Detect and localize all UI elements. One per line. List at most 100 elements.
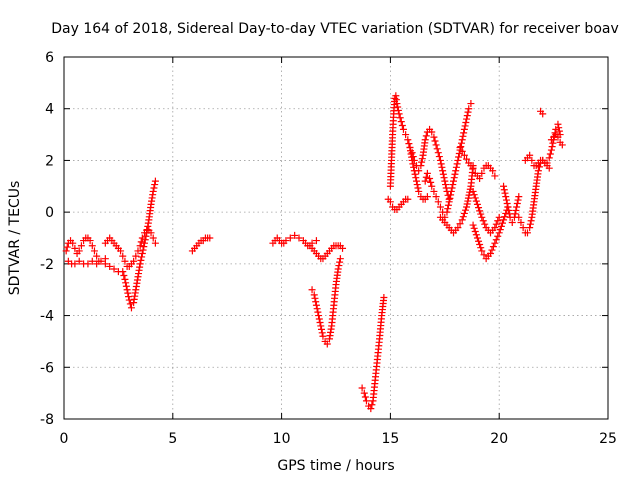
data-point [491, 239, 499, 247]
data-point [427, 178, 435, 186]
data-point [63, 243, 71, 251]
data-point [421, 177, 429, 185]
data-point [323, 340, 331, 348]
data-point [515, 213, 523, 221]
data-point [75, 247, 83, 255]
data-point [282, 237, 290, 245]
data-point [206, 234, 214, 242]
data-point [498, 219, 506, 227]
data-point [526, 220, 534, 228]
data-point [458, 216, 466, 224]
data-point [117, 247, 125, 255]
series-arc8 [358, 293, 388, 413]
data-point [295, 234, 303, 242]
data-point [122, 279, 130, 287]
data-point [437, 160, 445, 168]
data-point [517, 218, 525, 226]
data-point [142, 232, 150, 240]
data-point [512, 206, 520, 214]
tick-labels: 0 5 10 15 20 25 -8 -6 -4 -2 0 2 4 6 [40, 50, 617, 447]
x-tick-label: 0 [60, 431, 69, 447]
data-point [141, 236, 149, 244]
data-point [84, 260, 92, 268]
data-point [311, 294, 319, 302]
data-point [314, 308, 322, 316]
series-arc14 [456, 144, 499, 183]
data-point [478, 247, 486, 255]
data-point [464, 194, 472, 202]
x-tick-label: 10 [273, 431, 291, 447]
data-point [62, 247, 70, 255]
data-point [312, 298, 320, 306]
data-point [470, 224, 478, 232]
data-point [122, 282, 130, 290]
data-point [452, 163, 460, 171]
data-point [69, 239, 77, 247]
data-point [101, 260, 109, 268]
data-point [432, 193, 440, 201]
data-point [514, 196, 522, 204]
data-point [317, 325, 325, 333]
data-point [467, 100, 475, 108]
x-tick-label: 25 [599, 431, 617, 447]
series-arc20 [547, 131, 566, 149]
series-arc12 [421, 100, 475, 221]
data-point [558, 141, 566, 149]
data-point [481, 220, 489, 228]
data-point [494, 217, 502, 225]
data-point [523, 229, 531, 237]
data-point [393, 100, 401, 108]
data-point [139, 246, 147, 254]
x-tick-label: 20 [490, 431, 508, 447]
data-point [428, 182, 436, 190]
data-point [414, 184, 422, 192]
x-tick-label: 5 [168, 431, 177, 447]
data-point [442, 181, 450, 189]
data-point [478, 169, 486, 177]
data-point [435, 153, 443, 161]
data-point [439, 167, 447, 175]
data-point [495, 213, 503, 221]
data-point [286, 234, 294, 242]
data-point [126, 300, 134, 308]
data-point [360, 389, 368, 397]
data-point [480, 251, 488, 259]
data-point [470, 191, 478, 199]
y-tick-label: 4 [45, 102, 54, 118]
data-point [90, 247, 98, 255]
data-point [500, 182, 508, 190]
data-point [140, 243, 148, 251]
data-point [367, 405, 375, 413]
y-tick-label: -6 [40, 360, 54, 376]
data-point [394, 106, 402, 114]
data-point [430, 133, 438, 141]
data-point [446, 194, 454, 202]
data-point [551, 129, 559, 137]
data-point [491, 172, 499, 180]
data-point [361, 393, 369, 401]
data-point [535, 163, 543, 171]
x-tick-label: 15 [381, 431, 399, 447]
data-point [464, 108, 472, 116]
data-point [422, 132, 430, 140]
data-point [97, 257, 105, 265]
data-point [432, 141, 440, 149]
series-arc7 [308, 255, 344, 348]
data-point [547, 146, 555, 154]
data-point [473, 234, 481, 242]
data-point [469, 164, 477, 172]
data-point [395, 110, 403, 118]
data-point [460, 125, 468, 133]
data-point [317, 322, 325, 330]
data-point [368, 401, 376, 409]
data-point [501, 213, 509, 221]
data-point [433, 145, 441, 153]
data-point [71, 244, 79, 252]
data-point [402, 131, 410, 139]
data-point [409, 153, 417, 161]
y-tick-label: 0 [45, 205, 54, 221]
series-arc4 [188, 234, 214, 255]
data-point [426, 175, 434, 183]
data-point [463, 112, 471, 120]
